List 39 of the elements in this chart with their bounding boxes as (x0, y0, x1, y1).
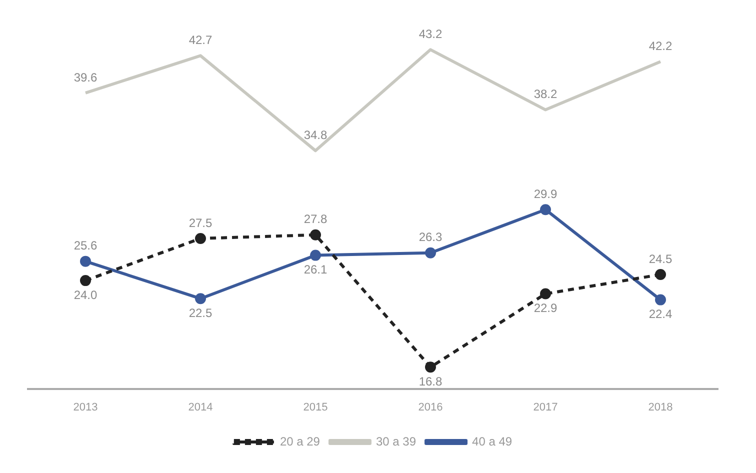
point (80, 275, 91, 286)
data-label: 39.6 (74, 70, 98, 84)
legend-label: 40 a 49 (472, 434, 512, 448)
point (80, 256, 91, 267)
data-label: 26.3 (418, 230, 442, 244)
data-label: 16.8 (418, 374, 442, 388)
point (425, 247, 436, 258)
data-label: 22.9 (534, 301, 558, 316)
x-tick-label: 2015 (303, 401, 328, 414)
data-label: 42.2 (648, 38, 672, 53)
data-label: 27.5 (188, 216, 212, 230)
point (540, 288, 551, 300)
data-label: 22.4 (648, 307, 672, 322)
data-label: 24.5 (648, 252, 672, 266)
data-label: 43.2 (418, 26, 442, 41)
x-tick-label: 2013 (73, 401, 98, 414)
point (425, 362, 436, 373)
data-label: 24.0 (74, 288, 98, 302)
data-label: 42.7 (188, 32, 212, 47)
point (540, 204, 551, 216)
x-tick-label: 2016 (418, 401, 443, 414)
point (310, 250, 321, 261)
point (655, 269, 666, 280)
x-tick-label: 2017 (533, 401, 558, 414)
data-label: 27.8 (304, 212, 328, 226)
point (195, 232, 206, 244)
data-label: 38.2 (534, 87, 558, 102)
x-tick-label: 2018 (648, 401, 673, 414)
data-label: 29.9 (534, 186, 558, 201)
legend-label: 20 a 29 (280, 434, 320, 448)
data-label: 22.5 (188, 306, 212, 320)
data-label: 26.1 (304, 262, 328, 277)
point (310, 229, 321, 240)
legend-label: 30 a 39 (376, 434, 416, 448)
point (655, 294, 666, 306)
x-tick-label: 2014 (188, 401, 213, 414)
data-label: 34.8 (304, 128, 328, 142)
data-label: 25.6 (74, 238, 98, 253)
point (195, 293, 206, 304)
